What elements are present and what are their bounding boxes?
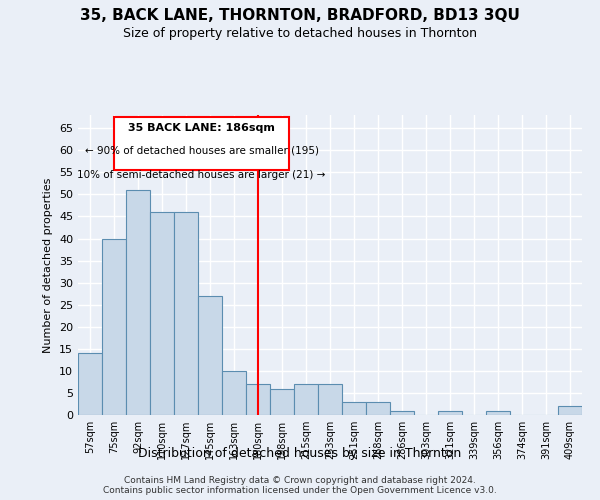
Bar bbox=[198, 296, 222, 415]
Bar bbox=[270, 388, 294, 415]
Text: Distribution of detached houses by size in Thornton: Distribution of detached houses by size … bbox=[139, 448, 461, 460]
Bar bbox=[78, 353, 102, 415]
Bar bbox=[126, 190, 150, 415]
Bar bbox=[558, 406, 582, 415]
Bar bbox=[150, 212, 174, 415]
Text: ← 90% of detached houses are smaller (195): ← 90% of detached houses are smaller (19… bbox=[85, 146, 319, 156]
Text: 35, BACK LANE, THORNTON, BRADFORD, BD13 3QU: 35, BACK LANE, THORNTON, BRADFORD, BD13 … bbox=[80, 8, 520, 22]
Bar bbox=[174, 212, 198, 415]
Bar bbox=[102, 238, 126, 415]
Text: 35 BACK LANE: 186sqm: 35 BACK LANE: 186sqm bbox=[128, 123, 275, 133]
Bar bbox=[438, 410, 462, 415]
FancyBboxPatch shape bbox=[114, 117, 289, 170]
Y-axis label: Number of detached properties: Number of detached properties bbox=[43, 178, 53, 352]
Text: 10% of semi-detached houses are larger (21) →: 10% of semi-detached houses are larger (… bbox=[77, 170, 326, 179]
Text: Size of property relative to detached houses in Thornton: Size of property relative to detached ho… bbox=[123, 28, 477, 40]
Bar bbox=[246, 384, 270, 415]
Bar bbox=[342, 402, 366, 415]
Bar bbox=[222, 371, 246, 415]
Text: Contains HM Land Registry data © Crown copyright and database right 2024.
Contai: Contains HM Land Registry data © Crown c… bbox=[103, 476, 497, 495]
Bar bbox=[294, 384, 318, 415]
Bar bbox=[486, 410, 510, 415]
Bar bbox=[390, 410, 414, 415]
Bar bbox=[318, 384, 342, 415]
Bar bbox=[366, 402, 390, 415]
